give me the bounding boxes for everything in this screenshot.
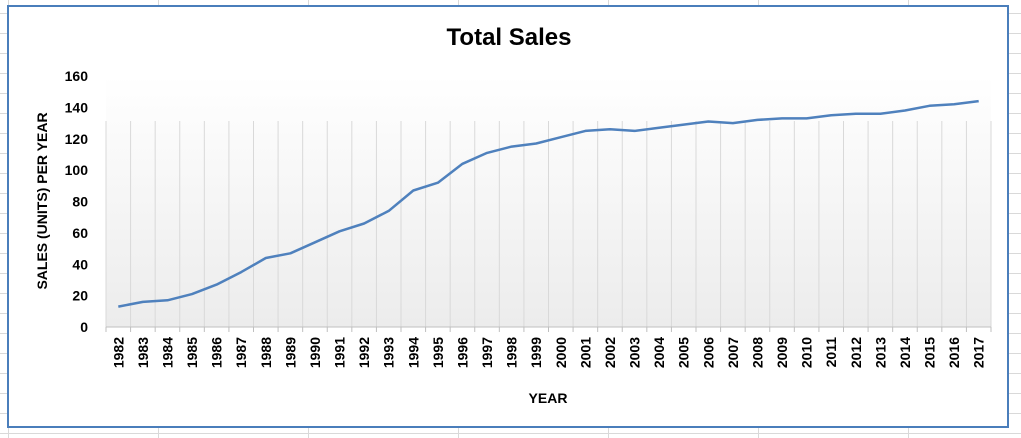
y-tick-label: 40 (72, 256, 88, 272)
chart-title: Total Sales (447, 24, 572, 51)
x-tick-label: 2006 (700, 337, 716, 368)
x-tick-label: 1989 (282, 337, 298, 368)
y-tick-label: 80 (72, 194, 88, 210)
x-tick-label: 1998 (504, 337, 520, 368)
x-tick-label: 2014 (897, 337, 913, 368)
y-tick-label: 100 (65, 162, 89, 178)
x-tick-label: 1992 (356, 337, 372, 368)
x-tick-label: 2012 (848, 337, 864, 368)
x-tick-label: 2001 (577, 337, 593, 368)
x-tick-label: 2002 (602, 337, 618, 368)
x-tick-label: 1995 (430, 337, 446, 368)
series-line-total-sales[interactable] (118, 99, 979, 308)
x-tick-label: 2010 (799, 337, 815, 368)
x-tick-label: 1985 (184, 337, 200, 368)
x-tick-label: 1997 (479, 337, 495, 368)
x-tick-label: 2008 (749, 337, 765, 368)
x-tick-label: 1984 (159, 337, 175, 368)
y-axis-title: SALES (UNITS) PER YEAR (34, 112, 50, 289)
x-tick-label: 1988 (258, 337, 274, 368)
x-tick-label: 2003 (627, 337, 643, 368)
y-tick-label: 120 (65, 131, 89, 147)
x-tick-label: 1982 (110, 337, 126, 368)
y-tick-label: 140 (65, 99, 89, 115)
x-tick-label: 1999 (528, 337, 544, 368)
x-axis-title: YEAR (529, 390, 568, 406)
x-tick-label: 1986 (209, 337, 225, 368)
x-tick-label: 1991 (332, 337, 348, 368)
x-tick-label: 2015 (922, 337, 938, 368)
x-tick-label: 2000 (553, 337, 569, 368)
x-tick-label: 1990 (307, 337, 323, 368)
y-tick-label: 60 (72, 225, 88, 241)
x-tick-label: 1994 (405, 337, 421, 368)
y-tick-label: 160 (65, 68, 89, 84)
x-tick-label: 2013 (872, 337, 888, 368)
x-tick-label: 2016 (946, 337, 962, 368)
y-tick-label: 0 (80, 319, 88, 335)
x-tick-label: 1996 (454, 337, 470, 368)
x-tick-label: 2007 (725, 337, 741, 368)
x-tick-label: 1993 (381, 337, 397, 368)
x-tick-label: 2005 (676, 337, 692, 368)
y-tick-label: 20 (72, 288, 88, 304)
x-tick-label: 2011 (823, 337, 839, 368)
x-tick-label: 1987 (233, 337, 249, 368)
x-tick-label: 2009 (774, 337, 790, 368)
x-tick-label: 2004 (651, 337, 667, 368)
x-tick-label: 2017 (971, 337, 987, 368)
x-tick-label: 1983 (135, 337, 151, 368)
